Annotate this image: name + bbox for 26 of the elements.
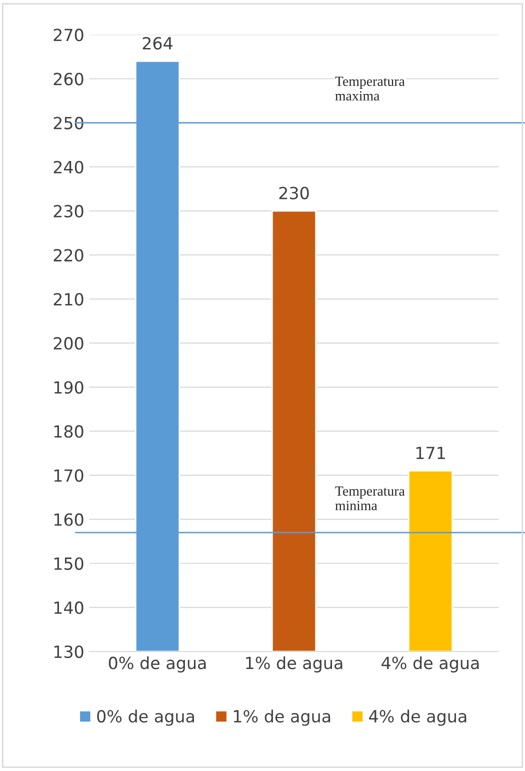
x-tick-label: 1% de agua [246,656,342,672]
y-tick-label: 170 [54,469,84,482]
y-tick-label: 240 [54,160,84,174]
y-tick-label: 210 [54,293,84,306]
data-label: 171 [416,446,445,460]
y-tick-label: 130 [54,645,84,658]
legend-label: 0% de agua [97,710,194,726]
y-tick-label: 200 [54,337,84,350]
data-label: 230 [279,186,309,200]
y-tick-label: 180 [54,425,84,438]
y-tick-label: 250 [54,116,84,130]
x-tick-label: 0% de agua [108,656,206,672]
ref-line-label: Temperatura minima [335,486,405,510]
x-tick-label: 4% de agua [382,656,479,672]
y-tick-label: 160 [54,513,84,526]
y-tick-label: 230 [54,204,84,218]
y-tick-label: 220 [54,248,84,262]
y-tick-label: 270 [54,28,84,42]
legend-label: 4% de agua [369,710,466,726]
y-tick-label: 150 [54,557,84,570]
y-tick-label: 190 [54,381,84,394]
y-tick-label: 140 [54,601,84,614]
ref-line-label: Temperatura maxima [335,76,405,101]
legend-label: 1% de agua [234,710,330,726]
y-tick-label: 260 [54,72,84,86]
data-label: 264 [142,36,172,50]
